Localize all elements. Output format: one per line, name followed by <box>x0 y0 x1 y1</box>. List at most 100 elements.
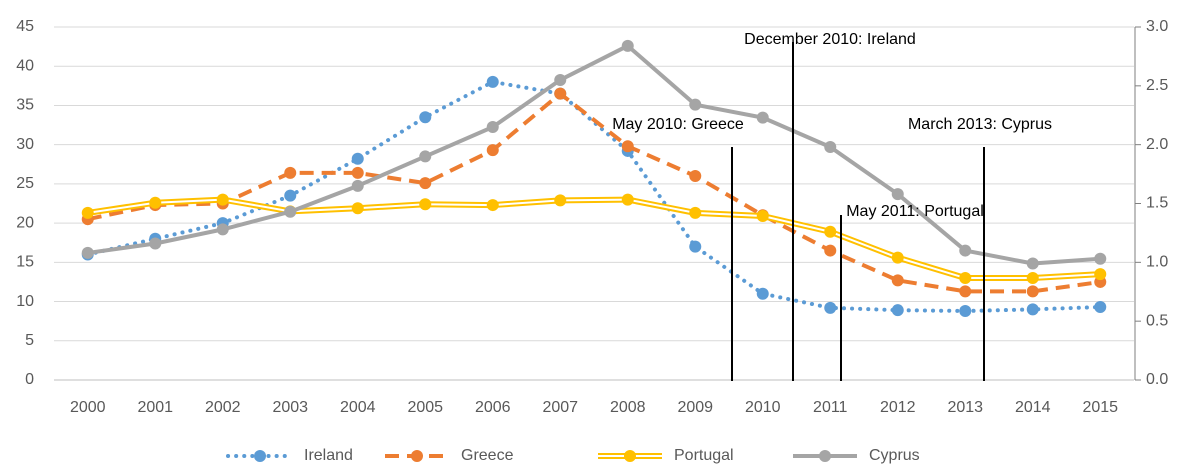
point <box>351 179 364 192</box>
x-tick-label: 2003 <box>272 399 308 416</box>
y2-tick-label: 1.0 <box>1146 254 1168 271</box>
point <box>824 141 837 154</box>
point <box>689 98 702 111</box>
point <box>554 73 567 86</box>
point <box>689 240 702 253</box>
point <box>824 244 837 257</box>
point <box>824 301 837 314</box>
x-tick-label: 2009 <box>677 399 713 416</box>
x-tick-label: 2012 <box>880 399 916 416</box>
legend-marker <box>411 450 423 462</box>
y-tick-label: 15 <box>16 254 34 271</box>
y2-tick-label: 3.0 <box>1146 18 1168 35</box>
x-tick-label: 2004 <box>340 399 376 416</box>
x-tick-label: 2013 <box>947 399 983 416</box>
y-tick-label: 5 <box>25 332 34 349</box>
series-line <box>87 43 1101 266</box>
y2-tick-label: 0.5 <box>1146 312 1168 329</box>
x-tick-label: 2008 <box>610 399 646 416</box>
point <box>959 304 972 317</box>
point <box>621 193 634 206</box>
point <box>959 244 972 257</box>
point <box>824 225 837 238</box>
y-tick-label: 0 <box>25 371 34 388</box>
point <box>486 121 499 134</box>
x-tick-label: 2000 <box>70 399 106 416</box>
point <box>284 166 297 179</box>
y-tick-label: 45 <box>16 18 34 35</box>
y-tick-label: 20 <box>16 214 34 231</box>
point <box>554 194 567 207</box>
x-tick-label: 2015 <box>1082 399 1118 416</box>
annotation: May 2010: Greece <box>612 116 744 133</box>
point <box>419 150 432 163</box>
legend-marker <box>254 450 266 462</box>
point <box>689 170 702 183</box>
y2-tick-label: 2.5 <box>1146 77 1168 94</box>
point <box>1026 272 1039 285</box>
y2-tick-label: 0.0 <box>1146 371 1168 388</box>
point <box>621 140 634 153</box>
point <box>1026 257 1039 270</box>
point <box>891 304 904 317</box>
y-tick-label: 35 <box>16 97 34 114</box>
point <box>81 246 94 259</box>
y2-tick-label: 1.5 <box>1146 195 1168 212</box>
point <box>149 237 162 250</box>
point <box>486 75 499 88</box>
annotation: May 2011: Portugal <box>846 203 984 220</box>
point <box>419 198 432 211</box>
x-tick-label: 2006 <box>475 399 511 416</box>
point <box>419 177 432 190</box>
x-tick-label: 2005 <box>407 399 443 416</box>
series-line-inner <box>87 198 1101 280</box>
point <box>486 144 499 157</box>
point <box>216 223 229 236</box>
point <box>756 287 769 300</box>
point <box>284 189 297 202</box>
point <box>81 206 94 219</box>
point <box>621 39 634 52</box>
point <box>351 202 364 215</box>
series-line <box>87 91 1101 294</box>
point <box>689 206 702 219</box>
x-tick-label: 2014 <box>1015 399 1051 416</box>
point <box>1026 303 1039 316</box>
legend-marker <box>819 450 831 462</box>
point <box>351 166 364 179</box>
point <box>419 111 432 124</box>
legend-label: Greece <box>461 447 514 464</box>
point <box>351 152 364 165</box>
point <box>1026 285 1039 298</box>
point <box>891 251 904 264</box>
annotations: May 2010: Greece December 2010: Ireland … <box>612 31 1052 381</box>
annotation: March 2013: Cyprus <box>908 116 1052 133</box>
point <box>891 274 904 287</box>
legend-label: Ireland <box>304 447 353 464</box>
point <box>1094 252 1107 265</box>
legend-label: Cyprus <box>869 447 920 464</box>
point <box>891 188 904 201</box>
point <box>149 196 162 209</box>
y2-tick-label: 2.0 <box>1146 136 1168 153</box>
point <box>284 205 297 218</box>
y-tick-label: 25 <box>16 175 34 192</box>
point <box>756 111 769 124</box>
point <box>959 285 972 298</box>
x-tick-label: 2007 <box>542 399 578 416</box>
point <box>959 272 972 285</box>
legend-label: Portugal <box>674 447 734 464</box>
y-tick-label: 10 <box>16 293 34 310</box>
series-line <box>85 79 1103 313</box>
point <box>554 87 567 100</box>
annotation: December 2010: Ireland <box>744 31 916 48</box>
x-tick-label: 2002 <box>205 399 241 416</box>
point <box>486 199 499 212</box>
point <box>756 210 769 223</box>
x-tick-label: 2010 <box>745 399 781 416</box>
y-tick-label: 40 <box>16 57 34 74</box>
x-tick-label: 2001 <box>137 399 173 416</box>
y-tick-label: 30 <box>16 136 34 153</box>
point <box>1094 301 1107 314</box>
